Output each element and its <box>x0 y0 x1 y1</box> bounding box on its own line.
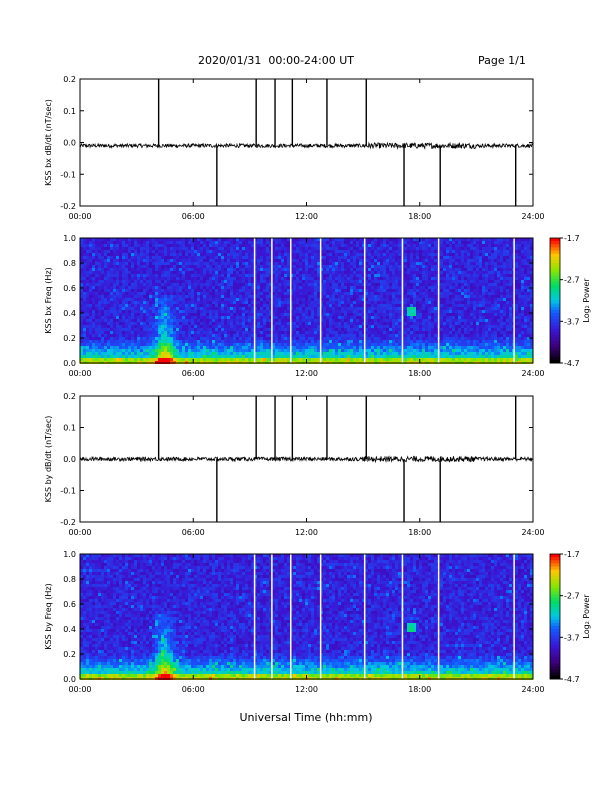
colorbar-label: Log₂ Power <box>582 594 591 639</box>
colorbar-tick-label: -1.7 <box>564 550 580 559</box>
colorbar-label: Log₂ Power <box>582 278 591 323</box>
x-tick-label: 12:00 <box>295 685 318 694</box>
y-tick-label: -0.1 <box>60 487 76 496</box>
y-tick-label: 0.8 <box>63 259 76 268</box>
colorbar-frame <box>549 237 561 364</box>
y-tick-label: 0.0 <box>63 359 76 368</box>
plot-frame <box>79 78 534 207</box>
colorbar-tick-label: -2.7 <box>564 276 580 285</box>
y-axis-label: KSS by dB/dt (nT/sec) <box>44 416 53 503</box>
y-tick-label: 0.2 <box>63 392 76 401</box>
panel-4: -1.7 -2.7 -3.7 -4.7 Log₂ Power 00:00 06:00 12:0… <box>44 550 591 694</box>
y-tick-label: -0.1 <box>60 170 76 179</box>
x-tick-label: 24:00 <box>521 685 544 694</box>
page-title: 2020/01/31 00:00-24:00 UT <box>197 54 355 67</box>
colorbar: -1.7 -2.7 -3.7 -4.7 Log₂ Power <box>549 234 591 368</box>
y-tick-label: 0.0 <box>63 675 76 684</box>
y-tick-label: 0.1 <box>63 424 76 433</box>
colorbar-tick-label: -2.7 <box>564 592 580 601</box>
x-axis-title: Universal Time (hh:mm) <box>239 711 373 724</box>
x-tick-label: 00:00 <box>68 369 91 378</box>
colorbar-tick-label: -4.7 <box>564 675 580 684</box>
x-tick-label: 06:00 <box>182 685 205 694</box>
x-tick-label: 24:00 <box>521 369 544 378</box>
x-tick-label: 06:00 <box>182 369 205 378</box>
y-tick-label: 0.2 <box>63 650 76 659</box>
x-tick-label: 00:00 <box>68 212 91 221</box>
y-tick-label: -0.2 <box>60 202 76 211</box>
x-tick-label: 00:00 <box>68 685 91 694</box>
x-tick-label: 12:00 <box>295 369 318 378</box>
colorbar-frame <box>549 553 561 680</box>
x-tick-label: 18:00 <box>408 212 431 221</box>
panel-2: -1.7 -2.7 -3.7 -4.7 Log₂ Power 00:00 06:00 12:0… <box>44 234 591 378</box>
y-tick-label: 0.6 <box>63 600 76 609</box>
x-tick-label: 06:00 <box>182 212 205 221</box>
spectrogram-cells <box>80 554 533 680</box>
y-axis-label: KSS bx dB/dt (nT/sec) <box>44 99 53 186</box>
y-tick-label: 0.2 <box>63 334 76 343</box>
page-number: Page 1/1 <box>478 54 526 67</box>
y-tick-label: 0.8 <box>63 575 76 584</box>
x-tick-label: 24:00 <box>521 528 544 537</box>
y-tick-label: 0.4 <box>63 625 76 634</box>
series-trace <box>79 141 534 150</box>
colorbar-tick-label: -3.7 <box>564 317 580 326</box>
x-tick-label: 24:00 <box>521 212 544 221</box>
panel-1: 00:00 06:00 12:00 18:00 24:00 0.2 0.1 0.0 -0.1 -0… <box>44 75 545 221</box>
series-trace <box>79 455 534 464</box>
y-tick-label: -0.2 <box>60 518 76 527</box>
colorbar-tick-label: -3.7 <box>564 633 580 642</box>
x-tick-label: 18:00 <box>408 685 431 694</box>
y-axis-label: KSS by Freq (Hz) <box>44 583 53 649</box>
y-tick-label: 0.1 <box>63 107 76 116</box>
y-axis-label: KSS bx Freq (Hz) <box>44 267 53 333</box>
y-tick-label: 0.4 <box>63 309 76 318</box>
colorbar-tick-label: -1.7 <box>564 234 580 243</box>
panel-3: 00:00 06:00 12:00 18:00 24:00 0.2 0.1 0.0 -0.1 -0… <box>44 392 545 537</box>
y-tick-label: 0.0 <box>63 455 76 464</box>
spectrogram-cells <box>80 238 533 364</box>
x-tick-label: 12:00 <box>295 212 318 221</box>
colorbar: -1.7 -2.7 -3.7 -4.7 Log₂ Power <box>549 550 591 684</box>
x-tick-label: 12:00 <box>295 528 318 537</box>
y-tick-label: 0.2 <box>63 75 76 84</box>
colorbar-tick-label: -4.7 <box>564 359 580 368</box>
x-tick-label: 18:00 <box>408 528 431 537</box>
x-tick-label: 00:00 <box>68 528 91 537</box>
y-tick-label: 1.0 <box>63 550 76 559</box>
x-tick-label: 18:00 <box>408 369 431 378</box>
x-tick-label: 06:00 <box>182 528 205 537</box>
y-tick-label: 1.0 <box>63 234 76 243</box>
y-tick-label: 0.6 <box>63 284 76 293</box>
y-tick-label: 0.0 <box>63 139 76 148</box>
